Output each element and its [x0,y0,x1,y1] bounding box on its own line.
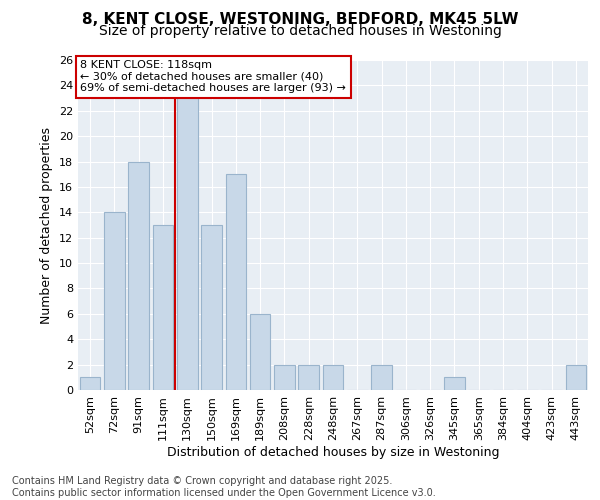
Bar [444,378,465,390]
Text: Contains HM Land Registry data © Crown copyright and database right 2025.
Contai: Contains HM Land Registry data © Crown c… [12,476,436,498]
Text: Size of property relative to detached houses in Westoning: Size of property relative to detached ho… [98,24,502,38]
Bar [274,364,295,390]
Bar [566,364,586,390]
Bar [80,378,100,390]
Text: 8 KENT CLOSE: 118sqm
← 30% of detached houses are smaller (40)
69% of semi-detac: 8 KENT CLOSE: 118sqm ← 30% of detached h… [80,60,346,93]
Bar [128,162,149,390]
Bar [371,364,392,390]
Bar [298,364,319,390]
Bar [177,72,197,390]
Bar [250,314,271,390]
Bar [201,225,222,390]
X-axis label: Distribution of detached houses by size in Westoning: Distribution of detached houses by size … [167,446,499,458]
Bar [152,225,173,390]
Bar [323,364,343,390]
Bar [226,174,246,390]
Bar [104,212,125,390]
Text: 8, KENT CLOSE, WESTONING, BEDFORD, MK45 5LW: 8, KENT CLOSE, WESTONING, BEDFORD, MK45 … [82,12,518,28]
Y-axis label: Number of detached properties: Number of detached properties [40,126,53,324]
